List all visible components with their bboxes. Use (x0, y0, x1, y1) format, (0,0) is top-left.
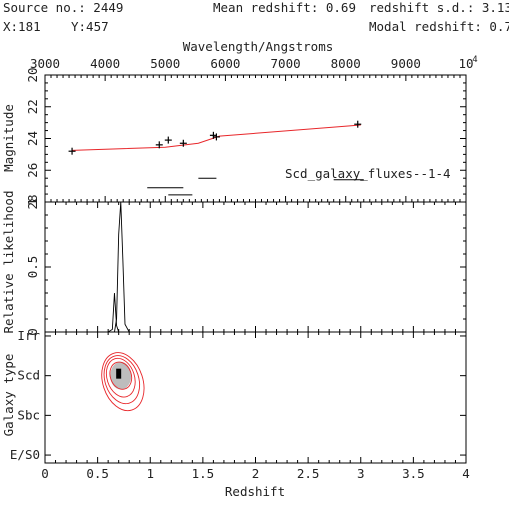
redshift-tick-label: 2 (252, 466, 260, 481)
galaxy-type-tick-label: E/S0 (10, 447, 40, 462)
sed-data-point (354, 120, 362, 128)
cursor-y-label: Y:457 (71, 19, 109, 34)
redshift-axis-title: Redshift (225, 484, 285, 499)
modal-redshift-label: Modal redshift: 0.7 (369, 19, 509, 34)
template-annotation: Scd_galaxy_fluxes--1-4 (285, 166, 451, 181)
sed-data-point (179, 139, 187, 147)
wavelength-tick-label: 5000 (150, 56, 180, 71)
type-panel-ticks: 0 0.5 1 1.5 2 2.5 3 3.5 4 E/S0 Sbc Scd Irr (10, 328, 470, 481)
mean-redshift-label: Mean redshift: 0.69 (213, 0, 356, 15)
wavelength-tick-label: 10 (458, 56, 473, 71)
wavelength-tick-label: 7000 (271, 56, 301, 71)
type-panel-marks (101, 352, 145, 412)
sed-fit-line (72, 124, 361, 151)
sed-data-point (155, 141, 163, 149)
magnitude-tick-label: 28 (25, 194, 40, 209)
wavelength-tick-label: 9000 (391, 56, 421, 71)
likelihood-tick-label: 0.5 (25, 256, 40, 279)
redshift-tick-label: 2.5 (297, 466, 320, 481)
galaxy-type-tick-label: Irr (17, 328, 40, 343)
wavelength-tick-exponent: 4 (472, 55, 477, 65)
sed-data-point (164, 136, 172, 144)
likelihood-panel-frame (44, 201, 467, 333)
redshift-tick-label: 4 (462, 466, 470, 481)
likelihood-panel-ticks: 00.51 (25, 198, 467, 336)
galaxy-type-axis-title: Galaxy type (1, 354, 16, 437)
magnitude-axis-title: Magnitude (1, 104, 16, 172)
sed-panel-marks (68, 120, 364, 196)
sed-data-point (68, 147, 76, 155)
likelihood-curve-2 (108, 201, 135, 333)
likelihood-tick-label: 1 (25, 198, 40, 206)
galaxy-type-tick-label: Sbc (17, 407, 40, 422)
redshift-tick-label: 3.5 (402, 466, 425, 481)
redshift-tick-label: 3 (357, 466, 365, 481)
wavelength-tick-label: 8000 (331, 56, 361, 71)
wavelength-tick-label: 3000 (30, 56, 60, 71)
wavelength-tick-label: 4000 (90, 56, 120, 71)
sed-data-point (209, 131, 217, 139)
sed-panel-ticks: 3000 4000 5000 6000 7000 8000 9000 104 20 22 24 26 2… (25, 55, 478, 210)
redshift-tick-label: 0.5 (86, 466, 109, 481)
likelihood-axis-title: Relative likelihood (1, 191, 16, 334)
likelihood-contour-4 (101, 352, 145, 412)
likelihood-contour-2 (105, 357, 136, 398)
redshift-sd-label: redshift s.d.: 3.13E-2 (369, 0, 509, 15)
redshift-tick-label: 1 (146, 466, 154, 481)
magnitude-tick-label: 24 (25, 131, 40, 146)
redshift-tick-label: 1.5 (192, 466, 215, 481)
sed-data-point (212, 133, 220, 141)
wavelength-axis-title: Wavelength/Angstroms (183, 39, 334, 54)
cursor-x-label: X:181 (3, 19, 41, 34)
magnitude-tick-label: 22 (25, 99, 40, 114)
redshift-tick-label: 0 (41, 466, 49, 481)
magnitude-tick-label: 26 (25, 163, 40, 178)
modal-redshift-marker (116, 368, 122, 379)
likelihood-panel-marks (107, 201, 135, 333)
galaxy-type-tick-label: Scd (17, 368, 40, 383)
likelihood-tick-label: 0 (25, 328, 40, 336)
magnitude-tick-label: 20 (25, 67, 40, 82)
likelihood-contour-3 (103, 355, 141, 405)
likelihood-contour-1 (109, 361, 133, 390)
sed-panel-frame (44, 74, 467, 203)
source-label: Source no.: 2449 (3, 0, 123, 15)
wavelength-tick-label: 6000 (210, 56, 240, 71)
